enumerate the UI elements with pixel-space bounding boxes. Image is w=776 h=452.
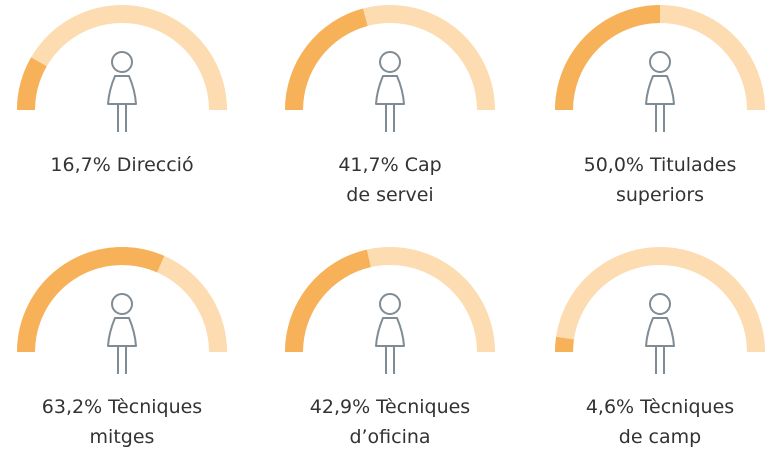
person-legs	[385, 346, 395, 374]
label-line: mitges	[2, 422, 242, 452]
category-label: superiors	[615, 184, 705, 206]
label-line: 42,9% Tècniques	[270, 392, 510, 422]
person-body	[375, 317, 405, 347]
chart	[17, 5, 765, 374]
person-head	[649, 293, 671, 315]
gauge-track	[17, 5, 227, 111]
person-legs	[655, 104, 665, 132]
label-line: superiors	[540, 180, 776, 210]
gauge-label: 42,9% Tècniques d’oficina	[270, 392, 510, 452]
person-head	[649, 51, 671, 73]
infographic: 16,7% Direcció 41,7% Cap de servei 50,0% Titul…	[2, 5, 776, 448]
category-label: Cap	[404, 154, 442, 176]
person-head	[379, 51, 401, 73]
person-legs	[117, 104, 127, 132]
label-line: de camp	[540, 422, 776, 452]
gauge-track	[285, 247, 495, 353]
gauge-fill	[285, 249, 372, 353]
category-label: Tècniques	[376, 396, 471, 418]
gauge-fill	[17, 57, 47, 111]
gauge-track	[285, 5, 495, 111]
category-label: Titulades	[649, 154, 737, 176]
gauge-fill	[555, 336, 574, 353]
gauge-track	[555, 5, 765, 111]
category-label: Tècniques	[108, 396, 203, 418]
gauge-fill	[285, 8, 368, 111]
category-label: Tècniques	[640, 396, 735, 418]
person-legs	[655, 346, 665, 374]
person-body	[107, 75, 137, 105]
value-label: 42,9%	[309, 396, 371, 418]
gauge-label: 41,7% Cap de servei	[270, 150, 510, 210]
gauge-label: 4,6% Tècniques de camp	[540, 392, 776, 452]
person-legs	[385, 104, 395, 132]
gauge-track	[555, 247, 765, 353]
person-head	[379, 293, 401, 315]
category-label: mitges	[89, 426, 155, 448]
person-body	[375, 75, 405, 105]
value-label: 63,2%	[41, 396, 103, 418]
person-head	[111, 51, 133, 73]
label-line: 41,7% Cap	[270, 150, 510, 180]
person-body	[645, 317, 675, 347]
gauge-label: 50,0% Titulades superiors	[540, 150, 776, 210]
label-line: de servei	[270, 180, 510, 210]
gauge-label: 63,2% Tècniques mitges	[2, 392, 242, 452]
person-head	[111, 293, 133, 315]
value-label: 4,6%	[585, 396, 635, 418]
label-line: d’oficina	[270, 422, 510, 452]
category-label: d’oficina	[349, 426, 431, 448]
gauge-label: 16,7% Direcció	[2, 150, 242, 180]
person-body	[645, 75, 675, 105]
gauge-fill	[555, 5, 661, 111]
gauge-track	[17, 247, 227, 353]
gauge-fill	[17, 247, 165, 353]
category-label: de camp	[618, 426, 702, 448]
category-label: Direcció	[116, 154, 194, 176]
category-label: de servei	[346, 184, 434, 206]
person-legs	[117, 346, 127, 374]
value-label: 41,7%	[338, 154, 399, 176]
value-label: 16,7%	[50, 154, 111, 176]
value-label: 50,0%	[583, 154, 644, 176]
label-line: 4,6% Tècniques	[540, 392, 776, 422]
label-line: 16,7% Direcció	[2, 150, 242, 180]
person-body	[107, 317, 137, 347]
label-line: 50,0% Titulades	[540, 150, 776, 180]
label-line: 63,2% Tècniques	[2, 392, 242, 422]
